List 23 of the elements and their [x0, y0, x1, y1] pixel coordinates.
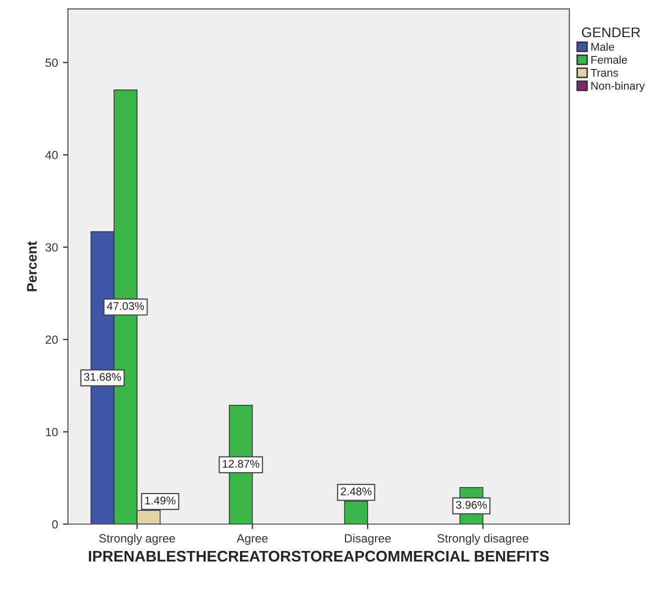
x-tick-label: Agree: [236, 534, 268, 545]
data-label: 3.96%: [456, 500, 487, 509]
y-tick-label: 20: [46, 336, 58, 344]
y-axis-title: Percent: [27, 241, 37, 292]
data-label: 2.48%: [340, 487, 372, 496]
legend-label: Female: [591, 56, 628, 64]
data-label: 47.03%: [106, 302, 144, 310]
y-tick-label: 30: [46, 243, 58, 252]
y-tick-label: 0: [52, 520, 58, 529]
x-axis-title: IPRENABLESTHECREATORSTOREAPCOMMERCIAL BENEFITS: [88, 550, 549, 562]
legend-label: Non-binary: [591, 82, 645, 92]
legend-label: Male: [591, 42, 614, 51]
y-tick-label: 40: [45, 150, 58, 160]
data-label: 12.87%: [222, 460, 260, 468]
x-tick-label: Strongly disagree: [438, 534, 528, 545]
x-tick-label: Disagree: [344, 534, 391, 545]
legend-title: GENDER: [582, 27, 640, 38]
data-label: 31.68%: [84, 373, 121, 381]
legend-label: Trans: [590, 68, 618, 77]
data-label: 1.49%: [145, 496, 176, 504]
y-tick-label: 50: [46, 58, 58, 67]
y-tick-label: 10: [46, 428, 58, 436]
x-tick-label: Strongly agree: [99, 534, 175, 545]
